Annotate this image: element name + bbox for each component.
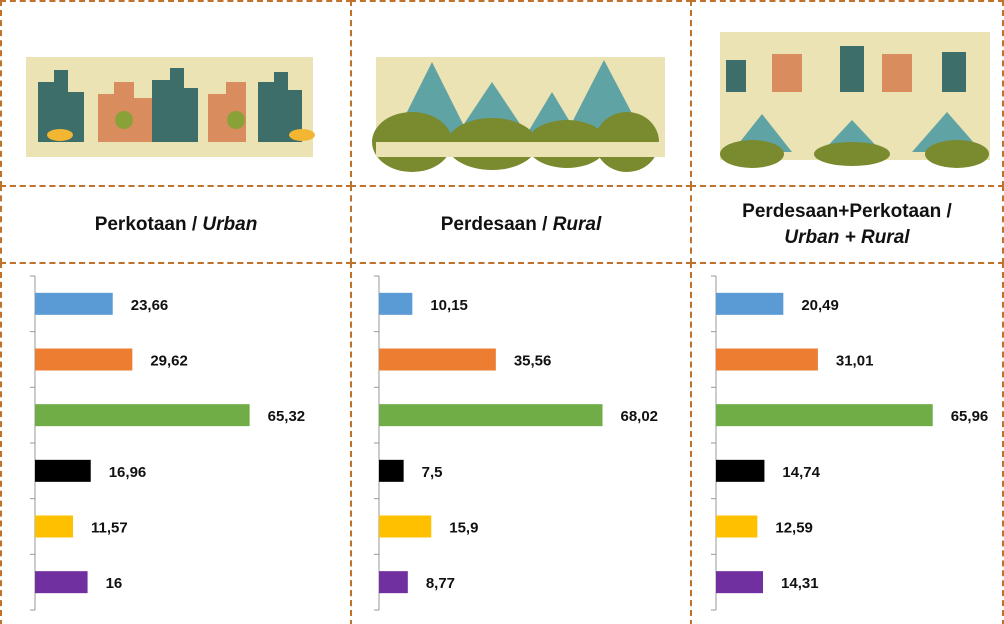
title-text-italic: Rural [553,214,602,235]
value-label: 20,49 [801,297,839,314]
column-title: Perdesaan+Perkotaan / Urban + Rural [690,185,1004,264]
bar [716,460,764,482]
bar [716,516,757,538]
bar [35,293,113,315]
bar [379,404,602,426]
bar [35,571,88,593]
image-cell [690,0,1004,187]
bar [716,404,933,426]
value-label: 35,56 [514,352,552,369]
value-label: 8,77 [426,575,455,592]
bar [379,349,496,371]
bar [35,404,250,426]
value-label: 11,57 [91,519,128,536]
mixed-illustration [692,2,1002,185]
rural-illustration [352,2,690,185]
value-label: 65,32 [268,408,306,425]
value-label: 68,02 [620,408,658,425]
chart: 10,15 35,56 68,02 7,5 15,9 8,77 [352,264,690,624]
title-text-italic: Urban [202,214,257,235]
chart-cell: 20,49 31,01 65,96 14,74 12,59 14,31 [690,262,1004,624]
value-label: 14,74 [782,464,820,481]
title-text-italic: Urban + Rural [784,227,909,248]
bar [35,516,73,538]
value-label: 23,66 [131,297,169,314]
value-label: 31,01 [836,352,874,369]
column-title: Perdesaan / Rural [350,185,692,264]
bar [35,349,132,371]
value-label: 16,96 [109,464,147,481]
bar [35,460,91,482]
value-label: 7,5 [422,464,443,481]
bar [379,460,404,482]
title-text: Perkotaan / [95,214,197,235]
bar [716,349,818,371]
value-label: 29,62 [150,352,188,369]
image-cell [0,0,352,187]
urban-illustration [2,2,350,185]
chart-cell: 10,15 35,56 68,02 7,5 15,9 8,77 [350,262,692,624]
title-text: Perdesaan / [441,214,548,235]
value-label: 15,9 [449,519,478,536]
value-label: 10,15 [430,297,468,314]
chart: 23,66 29,62 65,32 16,96 11,57 16 [2,264,350,624]
value-label: 14,31 [781,575,819,592]
value-label: 16 [106,575,123,592]
bar [716,571,763,593]
chart: 20,49 31,01 65,96 14,74 12,59 14,31 [692,264,1002,624]
column-title: Perkotaan / Urban [0,185,352,264]
value-label: 12,59 [775,519,813,536]
bar [379,571,408,593]
title-text: Perdesaan+Perkotaan / [742,201,952,222]
value-label: 65,96 [951,408,989,425]
infographic-table: Perkotaan / Urban Perdesaan / Rural Perd… [0,0,1004,624]
image-cell [350,0,692,187]
chart-cell: 23,66 29,62 65,32 16,96 11,57 16 [0,262,352,624]
bar [379,516,431,538]
bar [379,293,412,315]
bar [716,293,783,315]
